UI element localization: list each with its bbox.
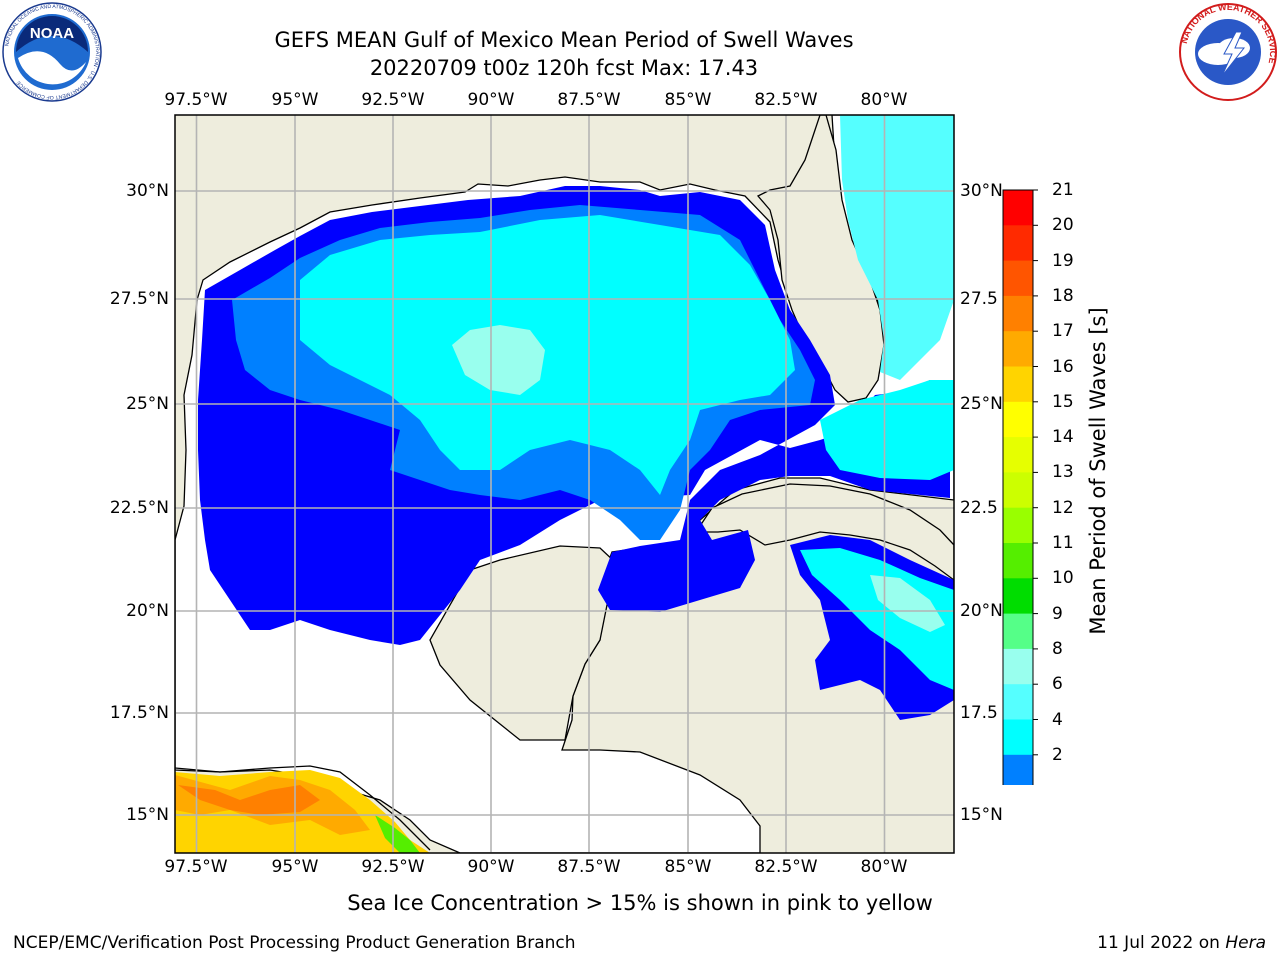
colorbar-label: 14 — [1052, 427, 1074, 448]
noaa-logo: NOAA NATIONAL OCEANIC AND ATMOSPHERIC AD… — [2, 2, 102, 102]
lon-label-bottom: 95°W — [271, 857, 319, 877]
map-frame — [174, 114, 955, 854]
colorbar-label: 20 — [1052, 215, 1074, 236]
sea-ice-note: Sea Ice Concentration > 15% is shown in … — [347, 891, 933, 915]
yucatan-peninsula — [429, 545, 616, 741]
lon-label-top: 95°W — [271, 90, 319, 110]
lat-label-right: 27.5 — [960, 289, 998, 309]
lon-label-bottom: 82.5°W — [754, 857, 818, 877]
swell-field-6-8s — [300, 215, 795, 495]
lat-label-right: 15°N — [960, 805, 1003, 825]
nws-logo: NATIONAL WEATHER SERVICE — [1178, 2, 1278, 102]
colorbar-swatch — [1003, 754, 1033, 785]
map-subtitle: 20220709 t00z 120h fcst Max: 17.43 — [369, 56, 759, 80]
colorbar-swatch — [1003, 613, 1033, 650]
colorbar-swatch — [1003, 295, 1033, 332]
swell-field-pacific-peak — [178, 785, 320, 815]
pacific-coastline — [175, 765, 431, 851]
footer-date-text: 11 Jul 2022 on — [1097, 933, 1226, 953]
colorbar-swatch — [1003, 225, 1033, 262]
swell-field-caribbean-high — [870, 575, 945, 632]
colorbar-label: 13 — [1052, 462, 1074, 483]
colorbar-label: 4 — [1052, 709, 1063, 730]
colorbar-title: Mean Period of Swell Waves [s] — [1086, 307, 1110, 635]
lat-label-right: 25°N — [960, 394, 1003, 414]
lon-label-bottom: 97.5°W — [164, 857, 228, 877]
colorbar-swatch — [1003, 366, 1033, 403]
colorbar-label: 6 — [1052, 674, 1063, 695]
colorbar-swatch — [1003, 472, 1033, 509]
colorbar-swatch — [1003, 648, 1033, 685]
map-title: GEFS MEAN Gulf of Mexico Mean Period of … — [274, 28, 854, 52]
lat-label-right: 17.5 — [960, 703, 998, 723]
colorbar-label: 9 — [1052, 603, 1063, 624]
colorbar-swatch — [1003, 684, 1033, 720]
noaa-logo-text: NOAA — [30, 25, 74, 42]
footer-date: 11 Jul 2022 on Hera — [1097, 933, 1266, 953]
colorbar-label: 8 — [1052, 638, 1063, 659]
colorbar-swatch — [1003, 437, 1033, 473]
swell-field-caribbean-mid — [800, 548, 954, 690]
lat-label-left: 22.5°N — [109, 498, 169, 518]
colorbar-label: 2 — [1052, 744, 1063, 765]
lat-label-left: 17.5°N — [109, 703, 169, 723]
colorbar-swatch — [1003, 331, 1033, 367]
colorbar-label: 10 — [1052, 568, 1074, 589]
lon-label-top: 82.5°W — [754, 90, 818, 110]
footer-organization: NCEP/EMC/Verification Post Processing Pr… — [13, 933, 576, 953]
lon-label-top: 92.5°W — [361, 90, 425, 110]
lon-label-bottom: 92.5°W — [361, 857, 425, 877]
colorbar-label: 21 — [1052, 180, 1074, 200]
swell-field-atlantic — [840, 115, 954, 380]
lon-label-top: 87.5°W — [557, 90, 621, 110]
lon-label-bottom: 90°W — [467, 857, 515, 877]
lat-label-right: 30°N — [960, 181, 1003, 201]
lat-label-left: 15°N — [126, 805, 169, 825]
lon-label-top: 80°W — [860, 90, 908, 110]
colorbar-swatch — [1003, 190, 1033, 226]
footer-host: Hera — [1225, 933, 1266, 953]
lon-label-top: 85°W — [664, 90, 712, 110]
lat-label-left: 27.5°N — [109, 289, 169, 309]
lon-label-bottom: 87.5°W — [557, 857, 621, 877]
colorbar-label: 19 — [1052, 250, 1074, 271]
swell-field-florida-straits — [820, 380, 954, 480]
colorbar-swatch — [1003, 507, 1033, 544]
colorbar-swatch — [1003, 260, 1033, 297]
colorbar — [1002, 189, 1038, 785]
colorbar-label: 15 — [1052, 391, 1074, 412]
swell-field-pacific-green — [375, 815, 420, 853]
colorbar-label: 16 — [1052, 356, 1074, 377]
swell-field-8-9s — [452, 325, 545, 395]
colorbar-label: 18 — [1052, 285, 1074, 306]
lon-label-top: 97.5°W — [164, 90, 228, 110]
colorbar-label: 11 — [1052, 533, 1074, 553]
lon-label-bottom: 80°W — [860, 857, 908, 877]
colorbar-swatch — [1003, 401, 1033, 438]
colorbar-swatch — [1003, 719, 1033, 756]
lat-label-left: 30°N — [126, 181, 169, 201]
lat-label-right: 20°N — [960, 601, 1003, 621]
colorbar-swatch — [1003, 578, 1033, 615]
lat-label-left: 20°N — [126, 601, 169, 621]
colorbar-frame — [1002, 189, 1034, 785]
lon-label-top: 90°W — [467, 90, 515, 110]
lat-label-right: 22.5 — [960, 498, 998, 518]
colorbar-swatch — [1003, 543, 1033, 579]
lon-label-bottom: 85°W — [664, 857, 712, 877]
graticule — [175, 115, 954, 853]
lat-label-left: 25°N — [126, 394, 169, 414]
colorbar-label: 12 — [1052, 497, 1074, 518]
colorbar-label: 17 — [1052, 321, 1074, 342]
